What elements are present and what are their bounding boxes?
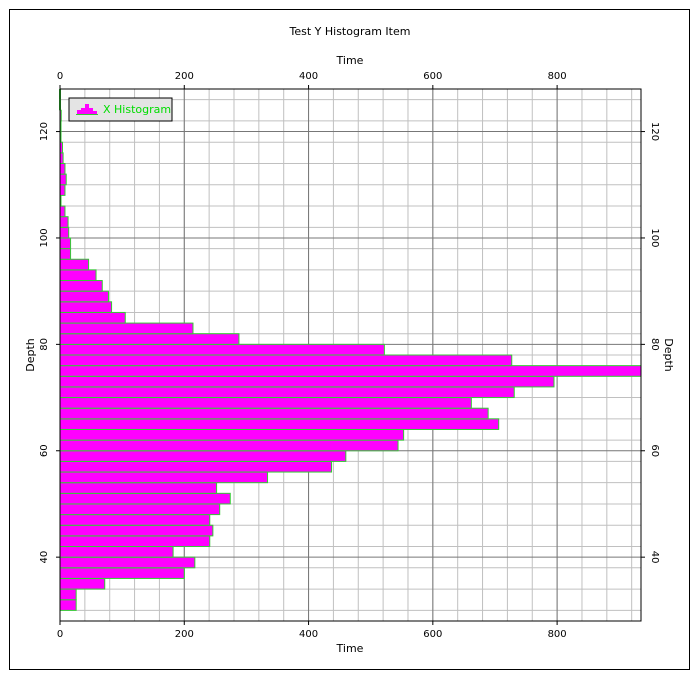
- histogram-bar: [59, 301, 113, 313]
- histogram-bar: [59, 365, 642, 377]
- histogram-bar: [59, 428, 405, 441]
- histogram-bar: [59, 343, 385, 356]
- y-tick-label-right: 100: [649, 228, 660, 247]
- histogram-bar: [59, 482, 218, 494]
- histogram-bar: [59, 514, 211, 526]
- histogram-bar: [59, 226, 70, 239]
- axis-ticks: 0 0 200 200 400 400 600 600 800 800 40 40 60 60 80 80 10…: [39, 71, 660, 640]
- legend-label: X Histogram: [103, 103, 171, 116]
- x-tick-label-top: 600: [423, 71, 442, 82]
- histogram-bar: [59, 418, 500, 430]
- y-axis-title-right: Depth: [662, 338, 675, 372]
- histogram-bar: [59, 269, 97, 282]
- chart-frame: [9, 9, 690, 670]
- x-tick-label-bottom: 800: [548, 629, 567, 640]
- plot-area-border: [59, 88, 642, 622]
- histogram-bar: [59, 173, 67, 186]
- histogram-bar: [59, 556, 196, 569]
- histogram-bar: [59, 599, 77, 611]
- x-axis-title-bottom: Time: [336, 642, 364, 655]
- histogram-bar: [59, 205, 66, 218]
- y-tick-label-right: 120: [649, 122, 660, 141]
- x-tick-label-top: 0: [57, 71, 63, 82]
- histogram-bar: [59, 237, 72, 250]
- histogram-bar: [59, 535, 211, 548]
- legend[interactable]: X Histogram: [68, 97, 173, 122]
- histogram-bar: [59, 460, 333, 473]
- histogram-bar: [59, 311, 126, 324]
- histogram-bar: [59, 162, 66, 175]
- histogram-bar: [59, 567, 185, 579]
- x-tick-label-top: 800: [548, 71, 567, 82]
- histogram-bar: [59, 471, 269, 484]
- histogram-bar: [59, 354, 513, 367]
- y-tick-label-left: 60: [39, 444, 50, 457]
- histogram-bar: [59, 492, 231, 505]
- histogram-bar: [59, 248, 72, 260]
- histogram-bar: [59, 290, 109, 303]
- x-tick-label-bottom: 400: [299, 629, 318, 640]
- histogram-bar: [59, 439, 399, 452]
- histogram-bar: [59, 333, 240, 345]
- x-tick-label-top: 200: [175, 71, 194, 82]
- histogram-bar: [59, 588, 77, 601]
- legend-box: [68, 97, 173, 122]
- histogram-bar: [59, 258, 90, 271]
- histogram-bar: [59, 397, 472, 409]
- histogram-bar: [59, 450, 347, 462]
- y-tick-label-right: 60: [649, 444, 660, 457]
- y-axis-title-left: Depth: [24, 338, 37, 372]
- histogram-bar: [59, 524, 214, 537]
- bar-series: [59, 89, 642, 611]
- histogram-bar: [59, 386, 515, 399]
- y-tick-label-left: 120: [39, 122, 50, 141]
- histogram-bar: [59, 184, 66, 196]
- x-axis-title-top: Time: [336, 54, 364, 67]
- y-tick-label-right: 40: [649, 551, 660, 564]
- y-tick-label-right: 80: [649, 338, 660, 351]
- histogram-bar: [59, 375, 555, 388]
- histogram-bar: [59, 407, 489, 420]
- x-tick-label-bottom: 0: [57, 629, 63, 640]
- histogram-bar: [59, 577, 106, 590]
- histogram-bar: [59, 322, 194, 335]
- y-tick-label-left: 40: [39, 551, 50, 564]
- histogram-bar: [59, 280, 103, 292]
- histogram-bar: [59, 503, 221, 516]
- x-tick-label-top: 400: [299, 71, 318, 82]
- histogram-icon: [76, 104, 98, 115]
- histogram-bar: [59, 216, 69, 228]
- y-tick-label-left: 100: [39, 228, 50, 247]
- histogram-bar: [59, 546, 174, 558]
- x-tick-label-bottom: 600: [423, 629, 442, 640]
- y-tick-label-left: 80: [39, 338, 50, 351]
- chart-title: Test Y Histogram Item: [289, 25, 411, 38]
- x-tick-label-bottom: 200: [175, 629, 194, 640]
